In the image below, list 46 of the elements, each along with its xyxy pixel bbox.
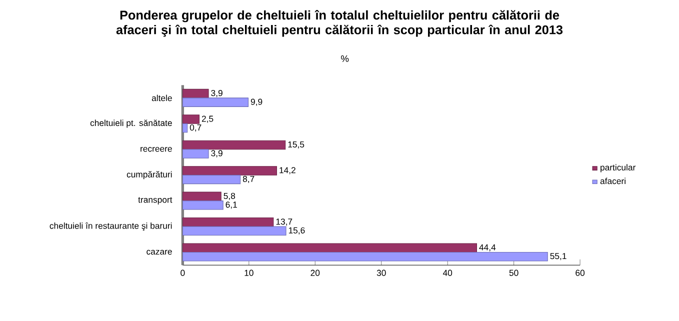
x-tick-label: 0 (180, 270, 185, 276)
data-label: 44,4 (479, 244, 496, 252)
data-label: 15,6 (288, 227, 305, 234)
data-label: 8,7 (242, 176, 254, 183)
bar (182, 243, 478, 252)
bar (182, 149, 209, 158)
bar (182, 114, 200, 124)
data-label: 6,1 (226, 202, 237, 209)
bar (182, 192, 222, 202)
bar (182, 166, 277, 176)
data-label: 3,9 (211, 90, 222, 98)
bar (182, 98, 249, 107)
data-label: 2,5 (202, 116, 214, 123)
data-label: 15,5 (288, 141, 304, 148)
data-label: 0,7 (190, 124, 202, 132)
data-label: 5,8 (224, 192, 236, 200)
legend-label: afaceri (600, 178, 626, 184)
y-tick-label: cheltuieli în restaurante şi baruri (50, 222, 172, 231)
bar (182, 88, 209, 98)
x-tick-label: 10 (244, 270, 254, 276)
data-label: 3,9 (211, 150, 222, 158)
y-tick-label: cumpărături (126, 170, 172, 180)
bar (182, 200, 224, 210)
data-label: 9,9 (250, 98, 262, 106)
y-tick-label: altele (152, 94, 172, 102)
bar (182, 123, 188, 133)
y-tick-label: transport (138, 197, 172, 204)
bar (182, 252, 548, 262)
y-tick-label: cazare (146, 250, 172, 255)
y-tick-label: cheltuieli pt. sănătate (90, 120, 172, 128)
x-tick-label: 20 (310, 270, 320, 276)
y-tick-label: recreere (140, 146, 172, 152)
chart-subtitle: % (341, 55, 349, 62)
data-label: 13,7 (276, 218, 292, 226)
x-tick-label: 50 (509, 270, 518, 276)
x-tick-label: 60 (576, 270, 585, 276)
x-tick-label: 40 (442, 270, 452, 276)
legend-label: particular (600, 164, 636, 172)
bar (182, 217, 274, 227)
bar (182, 226, 286, 236)
x-tick-label: 30 (376, 270, 386, 276)
chart-title: Ponderea grupelor de cheltuieli în totalul cheltuielilor pentru călătorii de afaceri şi în total cheltuieli pentru călătorii în scop particular în anul 2013 (116, 10, 563, 37)
data-label: 55,1 (550, 253, 566, 260)
bar (182, 140, 286, 150)
data-label: 14,2 (280, 167, 296, 174)
bar (182, 174, 241, 184)
